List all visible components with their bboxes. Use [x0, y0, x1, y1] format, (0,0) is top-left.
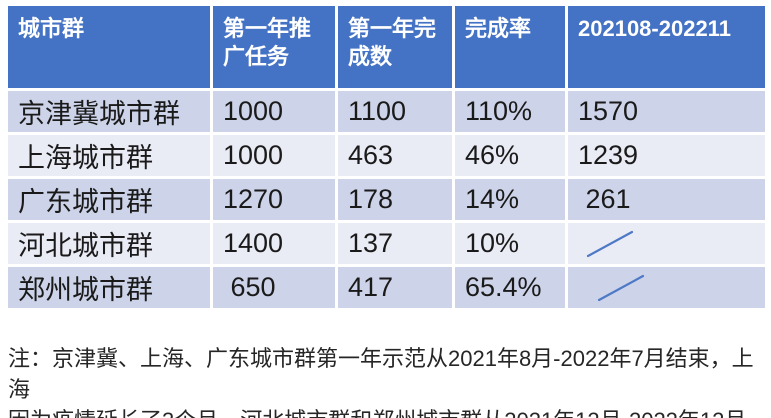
- city-name-cell: 上海城市群: [8, 135, 210, 176]
- period-cell: 1570: [568, 91, 765, 132]
- period-cell-na: [568, 223, 765, 264]
- rate-cell: 65.4%: [455, 267, 565, 308]
- task-cell: 1000: [213, 91, 335, 132]
- header-cell-city-cluster: 城市群: [8, 6, 210, 88]
- completed-cell: 463: [338, 135, 452, 176]
- city-name-cell: 京津冀城市群: [8, 91, 210, 132]
- na-slash-icon: [586, 230, 634, 257]
- header-cell-first-year-task: 第一年推广任务: [213, 6, 335, 88]
- completed-cell: 417: [338, 267, 452, 308]
- task-cell: 1000: [213, 135, 335, 176]
- period-cell-na: [568, 267, 765, 308]
- city-name-cell: 河北城市群: [8, 223, 210, 264]
- rate-cell: 14%: [455, 179, 565, 220]
- rate-cell: 110%: [455, 91, 565, 132]
- period-cell: 261: [568, 179, 765, 220]
- city-cluster-table: 城市群 第一年推广任务 第一年完成数 完成率 202108-202211 京津冀…: [8, 6, 765, 308]
- city-name-cell: 广东城市群: [8, 179, 210, 220]
- completed-cell: 178: [338, 179, 452, 220]
- footnote-line-2: 因为疫情延长了3个月，河北城市群和郑州城市群从2021年12月-2022年12月…: [8, 405, 768, 418]
- rate-cell: 46%: [455, 135, 565, 176]
- header-cell-completion-rate: 完成率: [455, 6, 565, 88]
- task-cell: 650: [213, 267, 335, 308]
- header-cell-period: 202108-202211: [568, 6, 765, 88]
- completed-cell: 1100: [338, 91, 452, 132]
- header-cell-first-year-completed: 第一年完成数: [338, 6, 452, 88]
- city-name-cell: 郑州城市群: [8, 267, 210, 308]
- completed-cell: 137: [338, 223, 452, 264]
- task-cell: 1270: [213, 179, 335, 220]
- footnote: 注：京津冀、上海、广东城市群第一年示范从2021年8月-2022年7月结束，上海…: [8, 343, 768, 418]
- task-cell: 1400: [213, 223, 335, 264]
- rate-cell: 10%: [455, 223, 565, 264]
- footnote-line-1: 注：京津冀、上海、广东城市群第一年示范从2021年8月-2022年7月结束，上海: [8, 346, 754, 402]
- na-slash-icon: [597, 274, 645, 301]
- period-cell: 1239: [568, 135, 765, 176]
